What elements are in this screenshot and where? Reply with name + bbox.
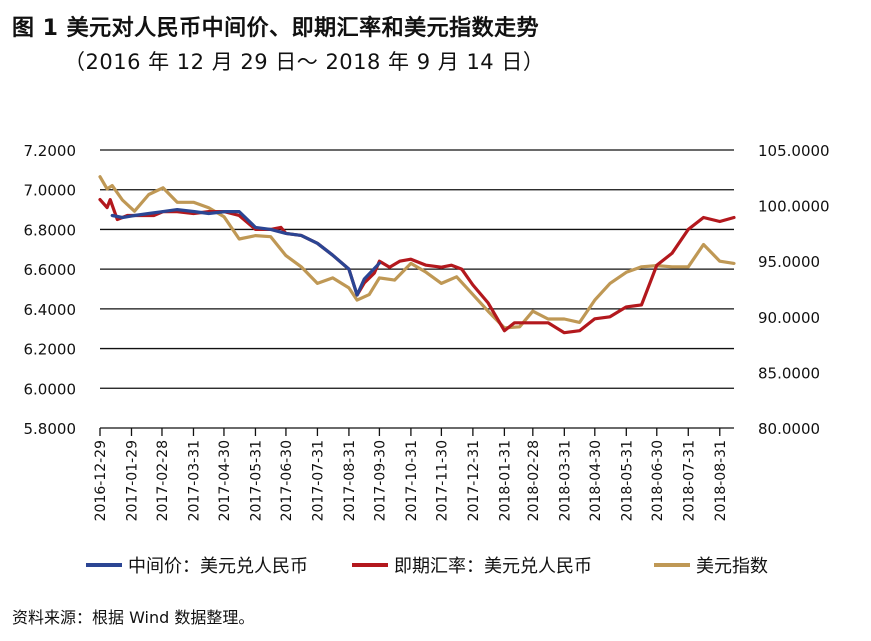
- legend-swatch-spot: [352, 563, 388, 567]
- x-tick-label: 2018-03-31: [557, 440, 573, 521]
- series-line-spot: [98, 198, 736, 335]
- y-left-tick-label: 6.4000: [24, 301, 77, 319]
- y-right-tick-label: 95.0000: [758, 253, 820, 271]
- x-tick-label: 2017-10-31: [404, 440, 420, 521]
- legend-item-mid: 中间价：美元兑人民币: [86, 550, 308, 580]
- legend-label-spot: 即期汇率：美元兑人民币: [394, 556, 592, 577]
- y-right-tick-label: 90.0000: [758, 309, 820, 327]
- x-tick-label: 2018-02-28: [526, 440, 542, 521]
- y-left-tick-label: 6.6000: [24, 261, 77, 279]
- series-line-dxy: [98, 175, 736, 330]
- y-left-tick-label: 5.8000: [24, 420, 77, 438]
- source-note: 资料来源：根据 Wind 数据整理。: [12, 608, 255, 627]
- x-tick-label: 2017-09-30: [372, 440, 388, 521]
- y-right-tick-label: 105.0000: [758, 142, 830, 160]
- x-tick-label: 2017-02-28: [155, 440, 171, 521]
- legend-item-spot: 即期汇率：美元兑人民币: [352, 550, 592, 580]
- x-tick-label: 2017-07-31: [310, 440, 326, 521]
- y-left-tick-label: 6.8000: [24, 221, 77, 239]
- y-left-tick-label: 7.2000: [24, 142, 77, 160]
- legend-label-dxy: 美元指数: [696, 556, 768, 577]
- chart-title: 图 1 美元对人民币中间价、即期汇率和美元指数走势: [12, 16, 540, 41]
- x-tick-label: 2018-01-31: [497, 440, 513, 521]
- y-right-tick-label: 80.0000: [758, 420, 820, 438]
- x-tick-label: 2017-04-30: [217, 440, 233, 521]
- x-tick-label: 2017-11-30: [434, 440, 450, 521]
- x-tick-label: 2017-06-30: [279, 440, 295, 521]
- legend: 中间价：美元兑人民币 即期汇率：美元兑人民币 美元指数: [0, 550, 871, 580]
- x-tick-label: 2017-08-31: [342, 440, 358, 521]
- y-left-tick-label: 6.0000: [24, 380, 77, 398]
- series-line-mid: [110, 208, 381, 297]
- y-left-tick-label: 7.0000: [24, 182, 77, 200]
- x-tick-label: 2018-08-31: [713, 440, 729, 521]
- x-tick-label: 2016-12-29: [93, 440, 109, 521]
- legend-swatch-dxy: [654, 563, 690, 567]
- line-chart: 5.8000 6.0000 6.2000 6.4000 6.6000 6.8000 7.00…: [24, 142, 830, 521]
- x-tick-label: 2017-01-29: [124, 440, 140, 521]
- legend-label-mid: 中间价：美元兑人民币: [128, 556, 308, 577]
- y-right-tick-label: 85.0000: [758, 364, 820, 382]
- x-tick-label: 2018-06-30: [650, 440, 666, 521]
- x-tick-label: 2018-07-31: [681, 440, 697, 521]
- x-tick-label: 2017-05-31: [248, 440, 264, 521]
- legend-item-dxy: 美元指数: [654, 550, 768, 580]
- x-tick-label: 2018-04-30: [588, 440, 604, 521]
- chart-subtitle: （2016 年 12 月 29 日～ 2018 年 9 月 14 日）: [64, 50, 545, 74]
- x-tick-label: 2017-03-31: [186, 440, 202, 521]
- y-right-tick-label: 100.0000: [758, 198, 830, 216]
- x-tick-label: 2018-05-31: [619, 440, 635, 521]
- legend-swatch-mid: [86, 563, 122, 567]
- x-tick-label: 2017-12-31: [466, 440, 482, 521]
- y-left-tick-label: 6.2000: [24, 341, 77, 359]
